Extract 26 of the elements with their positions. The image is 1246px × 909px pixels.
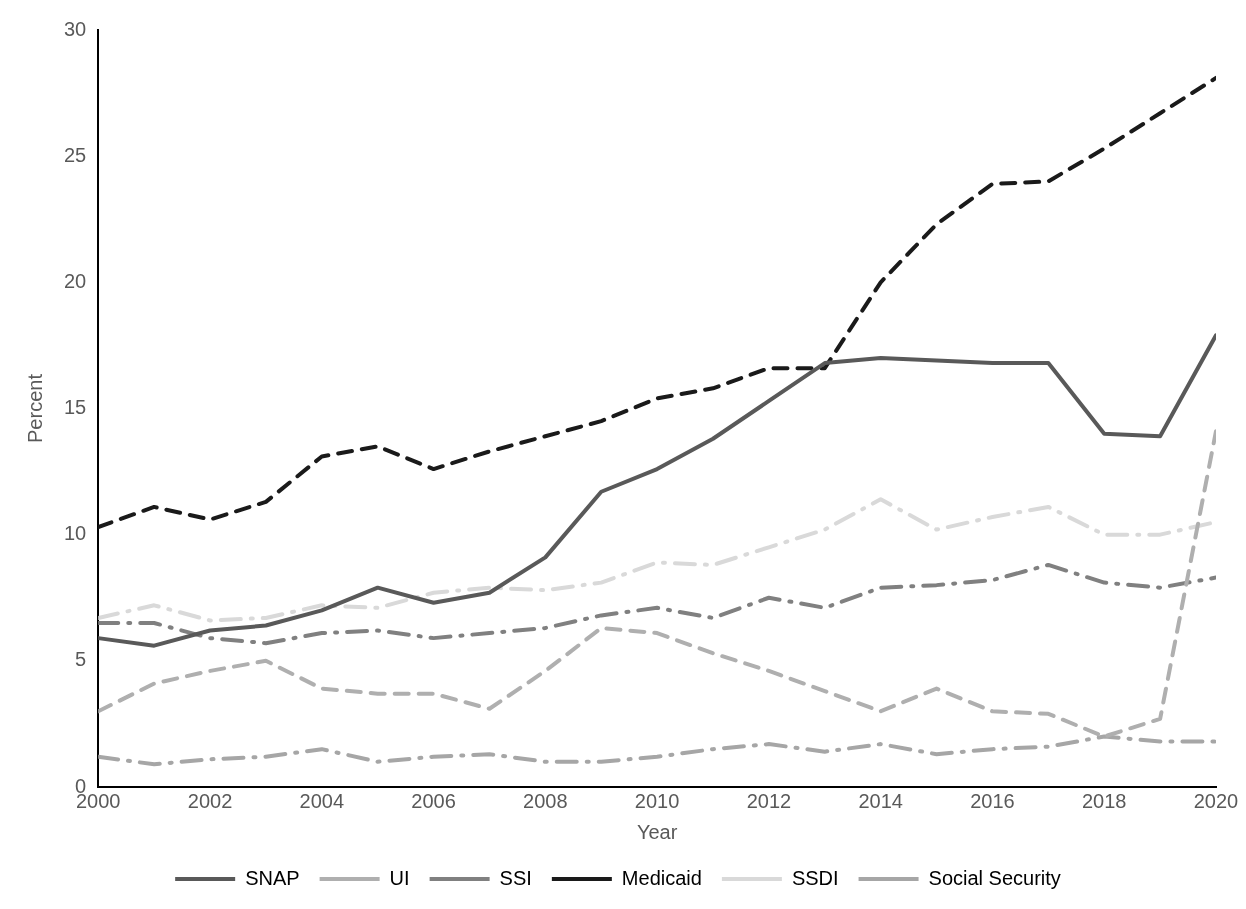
line-series — [98, 562, 1216, 646]
x-tick-label: 2020 — [1193, 789, 1239, 812]
x-axis-title: Year — [636, 820, 678, 843]
legend-label: Medicaid — [621, 866, 702, 889]
x-tick-label: 2002 — [187, 789, 233, 812]
x-tick-label: 2006 — [411, 789, 456, 812]
x-tick-label: 2018 — [1081, 789, 1127, 812]
y-axis-title: Percent — [23, 373, 46, 443]
legend-label: SSDI — [791, 866, 839, 889]
y-tick-label: 5 — [75, 648, 87, 671]
x-tick-label: 2012 — [746, 789, 792, 812]
y-tick-label: 25 — [64, 143, 87, 166]
y-tick-label: 20 — [64, 269, 87, 292]
x-tick-label: 2016 — [970, 789, 1015, 812]
y-tick-label: 15 — [64, 396, 87, 419]
x-tick-label: 2004 — [299, 789, 345, 812]
legend-label: SNAP — [245, 866, 300, 889]
legend-label: Social Security — [928, 866, 1061, 889]
x-tick-label: 2008 — [523, 789, 568, 812]
legend-label: SSI — [499, 866, 532, 889]
y-tick-label: 10 — [64, 522, 87, 545]
x-tick-label: 2014 — [858, 789, 903, 812]
legend-label: UI — [389, 866, 410, 889]
x-tick-label: 2010 — [634, 789, 680, 812]
y-tick-label: 30 — [64, 17, 87, 40]
line-series — [98, 75, 1216, 530]
